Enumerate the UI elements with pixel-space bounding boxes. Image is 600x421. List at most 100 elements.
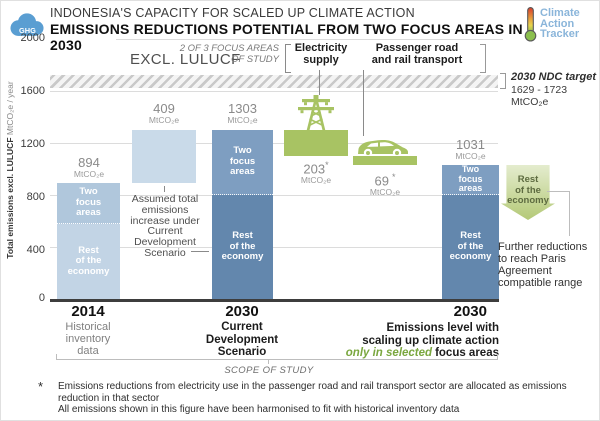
y-tick-0: 0 [38, 292, 45, 304]
bar-2014-two-focus-label: Two focus areas [75, 186, 102, 219]
bar-scaled-two-focus-label: Two focus areas [458, 164, 483, 194]
logo-line2: Action [540, 17, 575, 30]
value-1303: 1303 MtCO₂e [212, 102, 273, 125]
scope-bracket-tick-mid [268, 359, 269, 364]
footnote-asterisk: * [38, 379, 44, 394]
value-409-unit: MtCO₂e [148, 115, 180, 125]
scope-bracket-tick-right [497, 354, 498, 359]
bar-scaled-rest: Rest of the economy [442, 195, 499, 299]
transport-connector-line [363, 70, 364, 136]
value-203-unit: MtCO₂e [300, 175, 332, 186]
gridline-2000 [116, 39, 503, 40]
value-409-number: 409 [153, 101, 175, 116]
y-tick-2000: 2000 [20, 32, 45, 44]
transport-label: Passenger road and rail transport [371, 42, 463, 66]
scope-of-study-label: SCOPE OF STUDY [224, 365, 314, 376]
electricity-supply-label: Electricity supply [294, 42, 348, 66]
y-axis-title: Total emissions excl. LULUCF MtCO₂e / ye… [5, 39, 18, 301]
gridline-800 [50, 195, 498, 196]
focus-areas-note: 2 OF 3 FOCUS AREAS OF STUDY [179, 43, 279, 65]
x-sublabel-2030-cds: Current Development Scenario [205, 321, 279, 358]
gridline-1200 [50, 143, 498, 144]
bar-cds-two-focus: Two focus areas [212, 130, 273, 195]
gridline-400 [50, 247, 498, 248]
bar-cds-two-focus-label: Two focus areas [229, 145, 256, 178]
ghg-cloud-icon: GHG [10, 13, 44, 36]
ndc-target-band [50, 75, 498, 88]
further-reductions-text: Further reductions to reach Paris Agreem… [498, 241, 588, 289]
ndc-target-label: 2030 NDC target 1629 - 1723 MtCO₂e [511, 71, 599, 108]
value-894: 894 MtCO₂e [58, 156, 120, 179]
car-icon [358, 139, 408, 158]
focus-areas-text: focus areas [435, 347, 499, 359]
ndc-bracket [500, 73, 506, 89]
bar-2014-two-focus: Two focus areas [57, 183, 120, 224]
bar-2014-rest: Rest of the economy [57, 224, 120, 299]
arrow-connector-v [569, 191, 570, 236]
y-tick-400: 400 [26, 244, 45, 256]
y-tick-1200: 1200 [20, 138, 45, 150]
thermometer-icon [524, 7, 537, 42]
footnote-1: Emissions reductions from electricity us… [58, 381, 578, 404]
scope-bracket-tick-left [56, 354, 57, 359]
asterisk-203: * [325, 160, 329, 170]
footnote-1-line2: reduction in that sector [58, 392, 160, 404]
x-sublabel-scaled-line3: only in selected focus areas [321, 347, 499, 360]
value-69: 69 * MtCO₂e [353, 171, 417, 197]
value-203-number: 203* [303, 160, 329, 177]
footnote-1-line1: Emissions reductions from electricity us… [58, 381, 567, 392]
x-label-2030-cds: 2030 [225, 303, 259, 320]
value-203: 203* MtCO₂e [284, 159, 348, 185]
bar-assumed-increase [132, 130, 196, 183]
climate-action-tracker-logo: Climate Action Tracker [523, 6, 580, 42]
assumed-tick [164, 186, 165, 192]
x-label-2030-scaled: 2030 [453, 303, 487, 320]
logo-line1: Climate [540, 7, 580, 20]
ghg-badge-label: GHG [19, 26, 36, 35]
rest-of-economy-arrow: Rest of the economy [501, 165, 555, 220]
x-label-2030-scaled-block: 2030 Emissions level with scaling up cli… [321, 303, 499, 360]
x-label-2014: 2014 [71, 303, 105, 320]
ndc-target-title: 2030 NDC target [511, 71, 596, 83]
page-title: EMISSIONS REDUCTIONS POTENTIAL FROM TWO … [50, 21, 523, 53]
value-894-unit: MtCO₂e [73, 169, 105, 179]
x-axis-baseline [50, 299, 499, 302]
electricity-pylon-icon [298, 95, 334, 133]
scope-bracket-line [56, 359, 498, 360]
title-line1: INDONESIA'S CAPACITY FOR SCALED UP CLIMA… [50, 6, 415, 20]
bar-transport-reduction [353, 156, 417, 165]
y-tick-1600: 1600 [20, 85, 45, 97]
logo-text: Climate Action Tracker [540, 8, 580, 40]
logo-line3: Tracker [540, 28, 580, 41]
footnote-2: All emissions shown in this figure have … [58, 404, 460, 415]
assumed-leader-line [191, 251, 209, 252]
value-69-unit: MtCO₂e [369, 187, 401, 198]
value-1303-number: 1303 [228, 101, 257, 116]
focus-bracket-open [285, 44, 291, 73]
value-1031: 1031 MtCO₂e [442, 138, 499, 161]
value-1031-unit: MtCO₂e [455, 151, 486, 161]
bar-cds-rest: Rest of the economy [212, 195, 273, 299]
bar-2014-rest-label: Rest of the economy [67, 244, 110, 277]
rest-of-economy-arrow-label: Rest of the economy [507, 174, 549, 206]
excl-lulucf-label: EXCL. LULUCF [130, 51, 241, 68]
asterisk-69: * [391, 172, 396, 182]
only-in-selected-text: only in selected [345, 347, 433, 359]
value-409: 409 MtCO₂e [132, 102, 196, 125]
arrow-connector-h [547, 191, 569, 192]
bar-electricity-reduction [284, 130, 348, 156]
y-tick-800: 800 [26, 191, 45, 203]
value-69-number: 69 * [374, 172, 396, 189]
title-block: INDONESIA'S CAPACITY FOR SCALED UP CLIMA… [50, 6, 525, 53]
value-1031-number: 1031 [456, 137, 485, 152]
gridline-1600 [50, 91, 498, 92]
value-1303-unit: MtCO₂e [227, 115, 258, 125]
x-sublabel-2014: Historical inventory data [65, 321, 111, 357]
focus-bracket-close [480, 44, 486, 73]
value-894-number: 894 [78, 155, 100, 170]
bar-scaled-rest-label: Rest of the economy [449, 230, 492, 263]
bar-cds-rest-label: Rest of the economy [221, 230, 264, 263]
bar-scaled-two-focus: Two focus areas [442, 165, 499, 195]
x-sublabel-scaled-line2: scaling up climate action [362, 334, 499, 347]
